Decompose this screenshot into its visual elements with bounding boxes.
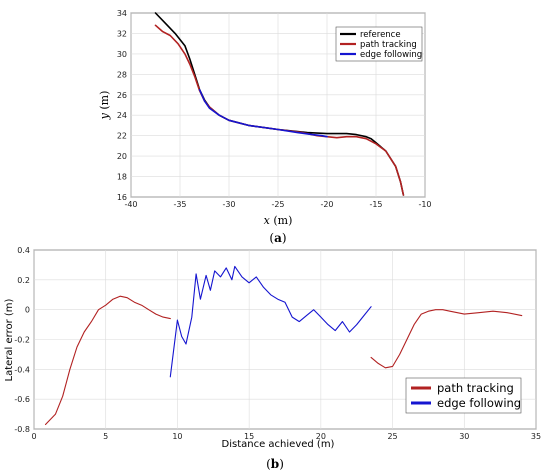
chart-b: 0 5 10 15 20 25 30 35 -0.8 -0.6 -0.4 -0.2 0 0.2 0.4 D… bbox=[4, 246, 541, 471]
chart-b-series bbox=[44, 265, 523, 426]
chart-a-y-tick-label: 28 bbox=[117, 70, 127, 79]
chart-b-y-tick-label: 0.2 bbox=[17, 276, 30, 285]
chart-a-x-tick-label: -10 bbox=[418, 200, 431, 209]
chart-a-y-tick-label: 22 bbox=[117, 132, 127, 141]
chart-a-series-edge-following-2 bbox=[198, 88, 328, 138]
chart-a-y-tick-label: 18 bbox=[117, 173, 127, 182]
chart-b-series-edge-following-2 bbox=[169, 265, 372, 378]
chart-a-y-ticks: 16 18 20 22 24 26 28 30 32 34 bbox=[117, 9, 127, 202]
chart-b-x-tick-label: 25 bbox=[387, 432, 397, 441]
chart-b-series-path-tracking-0 bbox=[44, 295, 171, 426]
legend-a-label-path-tracking: path tracking bbox=[360, 40, 417, 50]
chart-a-y-axis-var: y bbox=[98, 112, 111, 120]
chart-b-x-tick-label: 15 bbox=[244, 432, 254, 441]
chart-a-caption: (a) bbox=[269, 231, 286, 245]
chart-a-x-tick-label: -35 bbox=[173, 200, 186, 209]
legend-b-label-edge-following: edge following bbox=[437, 396, 521, 410]
legend-a-label-edge-following: edge following bbox=[360, 50, 422, 60]
chart-b-x-tick-label: 35 bbox=[531, 432, 541, 441]
chart-a-x-tick-label: -30 bbox=[222, 200, 235, 209]
chart-a-y-tick-label: 30 bbox=[117, 50, 127, 59]
chart-a-y-axis-unit: (m) bbox=[98, 91, 111, 114]
chart-a-x-axis-unit: (m) bbox=[270, 214, 293, 227]
legend-a-label-reference: reference bbox=[360, 30, 401, 40]
chart-a-y-tick-label: 24 bbox=[117, 111, 127, 120]
chart-b-y-tick-label: -0.2 bbox=[14, 336, 30, 345]
chart-a-x-ticks: -40 -35 -30 -25 -20 -15 -10 bbox=[124, 200, 431, 209]
chart-b-y-tick-label: -0.4 bbox=[14, 365, 30, 374]
chart-b-y-axis-label: Lateral error (m) bbox=[4, 298, 15, 381]
chart-b-y-tick-label: 0.4 bbox=[17, 246, 30, 255]
chart-b-x-tick-label: 10 bbox=[172, 432, 182, 441]
chart-a-x-tick-label: -15 bbox=[369, 200, 382, 209]
chart-b-x-tick-label: 5 bbox=[103, 432, 108, 441]
chart-a-y-tick-label: 32 bbox=[117, 29, 127, 38]
chart-a-x-axis-label: x (m) bbox=[264, 214, 293, 227]
chart-a-y-tick-label: 20 bbox=[117, 152, 127, 161]
legend-b-label-path-tracking: path tracking bbox=[437, 381, 514, 395]
chart-a-x-axis-var: x bbox=[264, 214, 271, 227]
chart-b-y-tick-label: -0.6 bbox=[14, 395, 30, 404]
chart-a-x-tick-label: -20 bbox=[320, 200, 333, 209]
chart-b-series-path-tracking-1 bbox=[370, 309, 523, 369]
chart-b-y-tick-label: -0.8 bbox=[14, 425, 30, 434]
chart-a-x-tick-label: -40 bbox=[124, 200, 137, 209]
chart-b-x-axis-label: Distance achieved (m) bbox=[222, 439, 335, 450]
chart-b-legend-box bbox=[405, 377, 522, 414]
chart-a-y-tick-label: 26 bbox=[117, 91, 127, 100]
chart-a-series bbox=[154, 12, 405, 196]
chart-a-y-axis-label: y (m) bbox=[98, 91, 111, 121]
chart-b-legend: path tracking edge following bbox=[405, 377, 522, 414]
chart-a: -40 -35 -30 -25 -20 -15 -10 16 18 20 22 24 26 28 30 32… bbox=[98, 9, 432, 245]
chart-a-y-tick-label: 34 bbox=[117, 9, 127, 18]
chart-a-legend: reference path tracking edge following bbox=[335, 26, 423, 62]
chart-b-x-tick-label: 20 bbox=[316, 432, 326, 441]
chart-a-caption-letter: a bbox=[274, 231, 282, 245]
chart-b-x-tick-label: 0 bbox=[31, 432, 36, 441]
chart-b-caption: (b) bbox=[266, 457, 284, 471]
chart-a-x-tick-label: -25 bbox=[271, 200, 284, 209]
chart-b-x-ticks: 0 5 10 15 20 25 30 35 bbox=[31, 432, 541, 441]
chart-a-grid bbox=[130, 12, 426, 198]
chart-b-x-tick-label: 30 bbox=[459, 432, 469, 441]
chart-b-y-tick-label: 0 bbox=[25, 306, 30, 315]
chart-a-y-tick-label: 16 bbox=[117, 193, 127, 202]
chart-b-y-ticks: -0.8 -0.6 -0.4 -0.2 0 0.2 0.4 bbox=[14, 246, 30, 434]
chart-b-caption-letter: b bbox=[271, 457, 279, 471]
